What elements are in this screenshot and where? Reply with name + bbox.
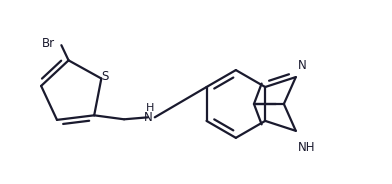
- Text: H: H: [146, 102, 154, 113]
- Text: NH: NH: [298, 141, 315, 154]
- Text: N: N: [298, 59, 307, 72]
- Text: Br: Br: [42, 37, 54, 50]
- Text: N: N: [143, 111, 152, 124]
- Text: S: S: [102, 70, 109, 83]
